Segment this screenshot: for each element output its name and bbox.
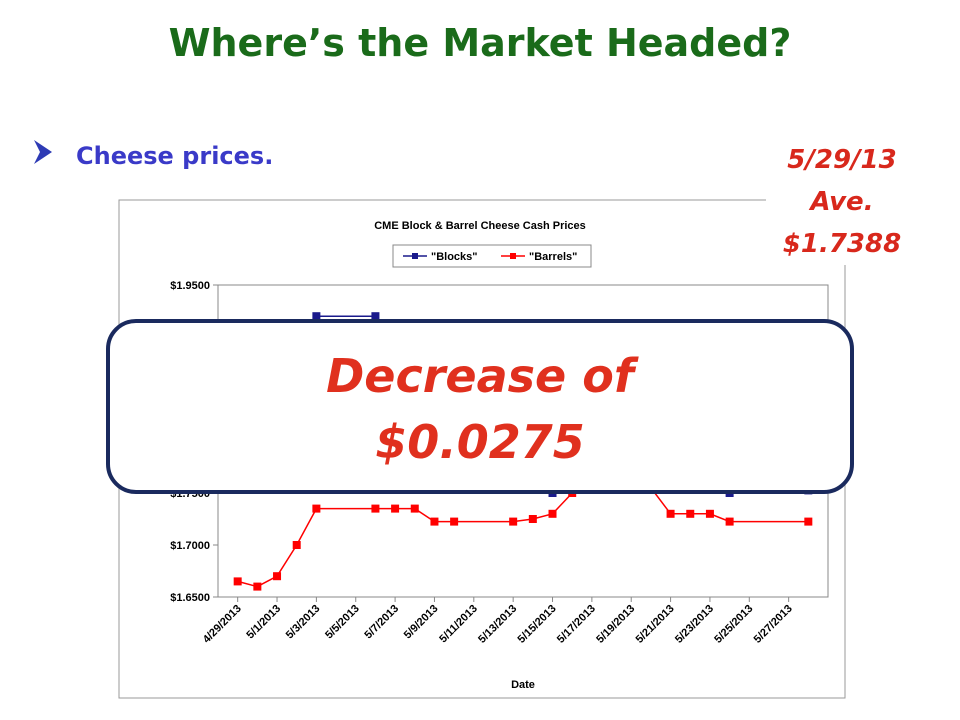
- point-marker: [686, 509, 695, 518]
- callout-box: [106, 319, 854, 494]
- callout: Decrease of $0.0275: [326, 349, 639, 469]
- legend-marker: [510, 253, 516, 259]
- y-tick-label: $1.7000: [170, 540, 210, 552]
- note-line: Ave.: [808, 187, 873, 217]
- point-marker: [312, 312, 321, 321]
- note-line: 5/29/13: [787, 145, 896, 175]
- legend-label: "Blocks": [431, 251, 478, 263]
- legend-box: [392, 244, 592, 268]
- point-marker: [548, 509, 557, 518]
- note-box: [766, 135, 916, 265]
- point-marker: [371, 312, 380, 321]
- bullet-arrow: [34, 140, 52, 164]
- point-marker: [450, 517, 459, 526]
- chart-title: CME Block & Barrel Cheese Cash Prices: [374, 220, 586, 232]
- x-axis-label: Date: [511, 679, 535, 691]
- legend-label: "Barrels": [529, 251, 577, 263]
- callout-line: $0.0275: [375, 415, 585, 469]
- point-marker: [391, 504, 400, 513]
- point-marker: [705, 509, 714, 518]
- callout-line: Decrease of: [326, 349, 639, 403]
- y-tick-label: $1.6500: [170, 592, 210, 604]
- point-marker: [312, 504, 321, 513]
- bullet-text: Cheese prices.: [76, 142, 273, 170]
- point-marker: [233, 577, 242, 586]
- point-marker: [273, 572, 282, 581]
- legend-marker: [412, 253, 418, 259]
- point-marker: [292, 541, 301, 549]
- point-marker: [430, 517, 439, 526]
- note: 5/29/13 Ave. $1.7388: [783, 145, 901, 259]
- point-marker: [371, 504, 380, 513]
- y-tick-label: $1.9500: [170, 280, 210, 292]
- note-line: $1.7388: [783, 229, 901, 259]
- point-marker: [528, 515, 537, 523]
- point-marker: [666, 509, 675, 518]
- point-marker: [725, 517, 734, 526]
- point-marker: [509, 517, 518, 526]
- slide-title: Where’s the Market Headed?: [169, 21, 792, 65]
- point-marker: [804, 517, 813, 526]
- point-marker: [410, 504, 419, 513]
- point-marker: [253, 582, 262, 591]
